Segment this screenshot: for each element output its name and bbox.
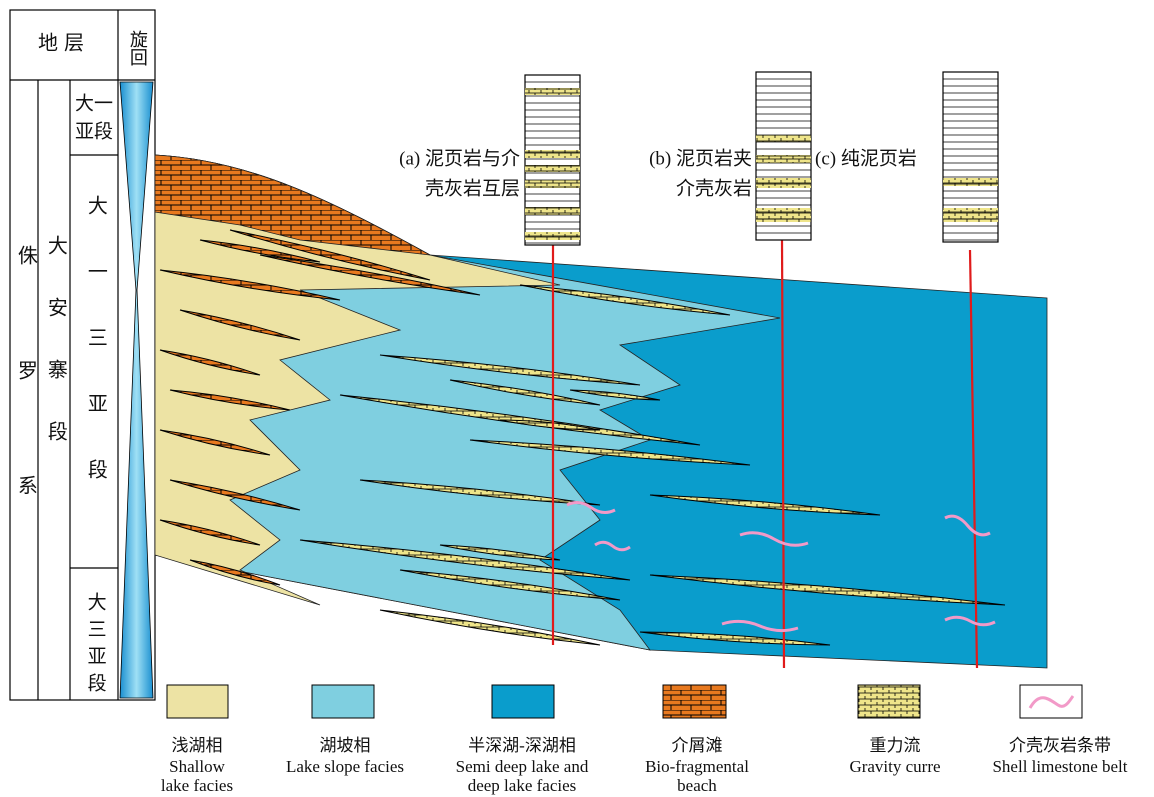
beach-lens [159,269,341,301]
beach-lens [189,559,281,586]
shell-belt [944,514,991,537]
shell-belt [721,619,799,633]
beach-lens [159,349,261,376]
header: 地层 [38,32,90,55]
legend-label: Gravity curre [849,757,940,776]
legend-label: Bio-fragmental [645,757,749,776]
legend-swatch [311,684,375,719]
beach-lens [159,429,271,456]
well-line [780,239,786,669]
gravity-flow-lens [359,479,601,506]
limestone-band [525,150,580,158]
facies-section [154,154,1048,669]
gravity-flow-lens [469,439,751,466]
beach-lens [169,389,291,411]
legend-label: 半深湖-深湖相 [468,736,576,755]
limestone-band [756,155,811,163]
limestone-band [756,135,811,142]
legend-swatch [166,684,229,719]
beach-lens [159,519,261,546]
shell-belt [739,531,809,547]
legend-swatch [1028,695,1075,709]
limestone-band [525,165,580,172]
member-label: 大一 [75,92,113,114]
limestone-band [756,208,811,222]
beach-lens [169,479,301,511]
shell-belt [944,615,996,627]
column-label: (a) 泥页岩与介 [399,147,520,169]
gravity-flow-lens [439,544,561,561]
member-label: 亚段 [75,120,113,142]
beach-lens [179,309,301,341]
legend-label: lake facies [161,776,233,795]
legend-label: 浅湖相 [172,736,223,755]
limestone-band [525,88,580,95]
member-label: 大一三亚段 [84,195,107,525]
cycle-symbol [119,81,154,699]
formation-label: 大安寨段 [44,235,67,483]
legend [166,684,1083,719]
legend-label: beach [677,776,717,795]
legend-label: Shell limestone belt [992,757,1127,776]
legend-label: deep lake facies [468,776,577,795]
shell-belt [594,540,631,552]
gravity-flow-lens [569,389,661,401]
gravity-flow-lens [299,539,631,581]
beach-lens [229,229,431,281]
legend-swatch [491,684,555,719]
beach-facies [154,154,431,256]
header: 旋回 [128,30,148,66]
beach-lens [199,239,321,263]
limestone-band [525,207,580,215]
lithology-column [524,74,581,246]
limestone-band [525,180,580,188]
gravity-flow-lens [379,354,641,386]
column-label: 壳灰岩互层 [425,177,520,199]
gravity-flow-lens [519,284,731,316]
legend-label: 介壳灰岩条带 [1009,736,1111,755]
legend-label: Semi deep lake and [456,757,589,776]
gravity-flow-lens [649,494,881,516]
shell-belt [566,501,616,514]
legend-label: 湖坡相 [320,736,371,755]
well-line [968,249,979,669]
gravity-flow-lens [379,609,601,646]
legend-label: Shallow [169,757,225,776]
gravity-flow-lens [499,419,601,431]
gravity-flow-lens [639,631,831,646]
column-label: 介壳灰岩 [676,177,752,199]
column-label: (b) 泥页岩夹 [649,147,752,169]
legend-label: Lake slope facies [286,757,404,776]
member-label: 大三亚段 [85,592,107,700]
gravity-flow-lens [449,379,601,406]
legend-swatch [857,684,921,719]
column-label: (c) 纯泥页岩 [815,147,917,169]
gravity-flow-lens [399,569,621,601]
limestone-band [756,178,811,188]
limestone-band [943,178,998,186]
legend-label: 介屑滩 [672,736,723,755]
system-label: 侏罗系 [14,245,37,590]
gravity-flow-lens [649,574,1006,606]
legend-label: 重力流 [870,736,921,755]
limestone-band [943,208,998,222]
beach-lens [259,254,481,296]
legend-swatch [662,684,727,719]
